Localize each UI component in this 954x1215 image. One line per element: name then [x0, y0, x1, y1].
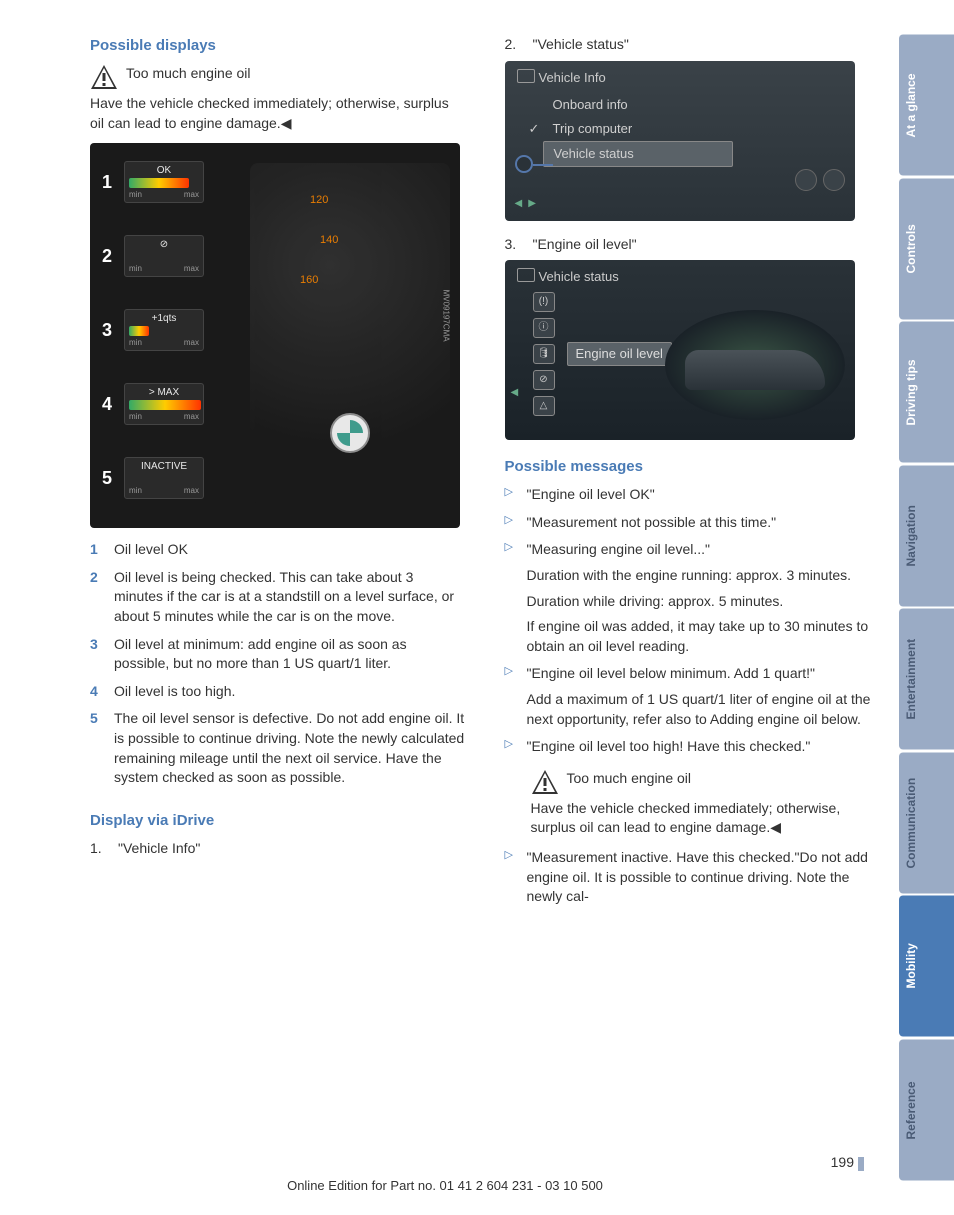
step-2: 2."Vehicle status"	[505, 35, 880, 55]
msg-item: ▷ "Measuring engine oil level..." Durati…	[505, 540, 880, 656]
page: Possible displays Too much engine oil Ha…	[0, 0, 954, 1215]
messages-list-cont: ▷"Measurement inactive. Have this checke…	[505, 848, 880, 915]
msg-item: ▷"Measurement inactive. Have this checke…	[505, 848, 880, 907]
sidebar-tabs: At a glance Controls Driving tips Naviga…	[899, 0, 954, 1215]
legend-item: 1Oil level OK	[90, 540, 465, 560]
tpms-icon: (!)	[533, 292, 555, 312]
gauge-cluster-image: 120 140 160 1 OKminmax 2 ⊘minmax 3 +1qts…	[90, 143, 460, 528]
legend-item: 4Oil level is too high.	[90, 682, 465, 702]
triangle-icon: ▷	[505, 737, 517, 757]
gauge-row-4: 4 > MAXminmax	[102, 383, 204, 425]
warning-title: Too much engine oil	[126, 64, 251, 84]
msg-item: ▷ "Engine oil level below minimum. Add 1…	[505, 664, 880, 729]
speedo-160: 160	[300, 273, 318, 288]
legend-list: 1Oil level OK 2Oil level is being checke…	[90, 540, 465, 796]
tab-navigation[interactable]: Navigation	[899, 466, 954, 607]
idrive-screen-vehicle-info: Vehicle Info Onboard info Trip computer …	[505, 61, 855, 221]
car-silhouette	[665, 310, 845, 420]
heading-possible-displays: Possible displays	[90, 35, 465, 56]
check-control-icon: △	[533, 396, 555, 416]
warning-icon	[90, 64, 118, 90]
tab-entertainment[interactable]: Entertainment	[899, 609, 954, 750]
tab-driving-tips[interactable]: Driving tips	[899, 322, 954, 463]
triangle-icon: ▷	[505, 513, 517, 533]
idrive-item-onboard: Onboard info	[543, 93, 733, 117]
step-3: 3."Engine oil level"	[505, 235, 880, 255]
left-column: Possible displays Too much engine oil Ha…	[90, 35, 475, 1195]
tpms-init-icon: ⓘ	[533, 318, 555, 338]
tab-reference[interactable]: Reference	[899, 1040, 954, 1181]
gauge-row-5: 5 INACTIVEminmax	[102, 457, 204, 499]
warning-block: Too much engine oil	[90, 64, 465, 90]
warning-block-2: Too much engine oil	[531, 769, 880, 795]
page-number: 199	[831, 1153, 864, 1173]
msg-item: ▷"Engine oil level OK"	[505, 485, 880, 505]
gauge-row-3: 3 +1qtsminmax	[102, 309, 204, 351]
tab-controls[interactable]: Controls	[899, 179, 954, 320]
right-column: 2."Vehicle status" Vehicle Info Onboard …	[495, 35, 880, 1195]
idrive-screen-vehicle-status: Vehicle status (!) ⓘ 🛢 ⊘ △ Engine oil le…	[505, 260, 855, 440]
gauge-num-1: 1	[102, 170, 116, 195]
warning-body: Have the vehicle checked immediately; ot…	[90, 94, 465, 133]
warning-title-2: Too much engine oil	[567, 769, 692, 789]
idrive-title: Vehicle Info	[511, 67, 849, 93]
tab-at-a-glance[interactable]: At a glance	[899, 35, 954, 176]
triangle-icon: ▷	[505, 664, 517, 729]
oil-level-selected: Engine oil level	[567, 342, 672, 366]
idrive-nav-icons: ◀▶	[515, 197, 536, 211]
idrive-right-icons	[795, 169, 845, 191]
tab-communication[interactable]: Communication	[899, 753, 954, 894]
messages-list: ▷"Engine oil level OK" ▷"Measurement not…	[505, 485, 880, 765]
gauge-num-5: 5	[102, 466, 116, 491]
oil-icon: 🛢	[533, 344, 555, 364]
speedo-120: 120	[310, 193, 328, 208]
bmw-logo-icon	[330, 413, 370, 453]
legend-item: 5The oil level sensor is defective. Do n…	[90, 709, 465, 787]
warning-text: Too much engine oil	[126, 64, 251, 90]
tab-mobility[interactable]: Mobility	[899, 896, 954, 1037]
legend-item: 2Oil level is being checked. This can ta…	[90, 568, 465, 627]
gauge-num-3: 3	[102, 318, 116, 343]
gauge-row-2: 2 ⊘minmax	[102, 235, 204, 277]
legend-item: 3Oil level at minimum: add engine oil as…	[90, 635, 465, 674]
service-icon: ⊘	[533, 370, 555, 390]
idrive-item-vehicle-status: Vehicle status	[543, 141, 733, 167]
warning-text-2: Too much engine oil	[567, 769, 692, 795]
msg-item: ▷"Measurement not possible at this time.…	[505, 513, 880, 533]
gauge-num-4: 4	[102, 392, 116, 417]
msg-item: ▷"Engine oil level too high! Have this c…	[505, 737, 880, 757]
dashboard-bg: 120 140 160	[250, 163, 450, 503]
status-icons: (!) ⓘ 🛢 ⊘ △	[533, 292, 555, 416]
content-area: Possible displays Too much engine oil Ha…	[0, 0, 899, 1215]
triangle-icon: ▷	[505, 848, 517, 907]
idrive-step-3: 3."Engine oil level"	[505, 235, 880, 261]
warning-icon	[531, 769, 559, 795]
idrive-menu: Onboard info Trip computer Vehicle statu…	[543, 93, 733, 168]
idrive-title-2: Vehicle status	[511, 266, 849, 292]
idrive-steps-left: 1."Vehicle Info"	[90, 839, 465, 865]
footer-text: Online Edition for Part no. 01 41 2 604 …	[0, 1177, 890, 1195]
speedo-140: 140	[320, 233, 338, 248]
heading-display-idrive: Display via iDrive	[90, 810, 465, 831]
image-code: MV09197CMA	[440, 289, 451, 341]
step-1: 1."Vehicle Info"	[90, 839, 465, 859]
heading-possible-messages: Possible messages	[505, 456, 880, 477]
triangle-icon: ▷	[505, 485, 517, 505]
idrive-item-trip: Trip computer	[543, 117, 733, 141]
idrive-nav-2: ◀	[511, 386, 519, 400]
warning-body-2: Have the vehicle checked immediately; ot…	[531, 799, 880, 838]
gauge-row-1: 1 OKminmax	[102, 161, 204, 203]
idrive-pointer-icon	[515, 155, 533, 173]
triangle-icon: ▷	[505, 540, 517, 656]
idrive-step-2: 2."Vehicle status"	[505, 35, 880, 61]
gauge-num-2: 2	[102, 244, 116, 269]
